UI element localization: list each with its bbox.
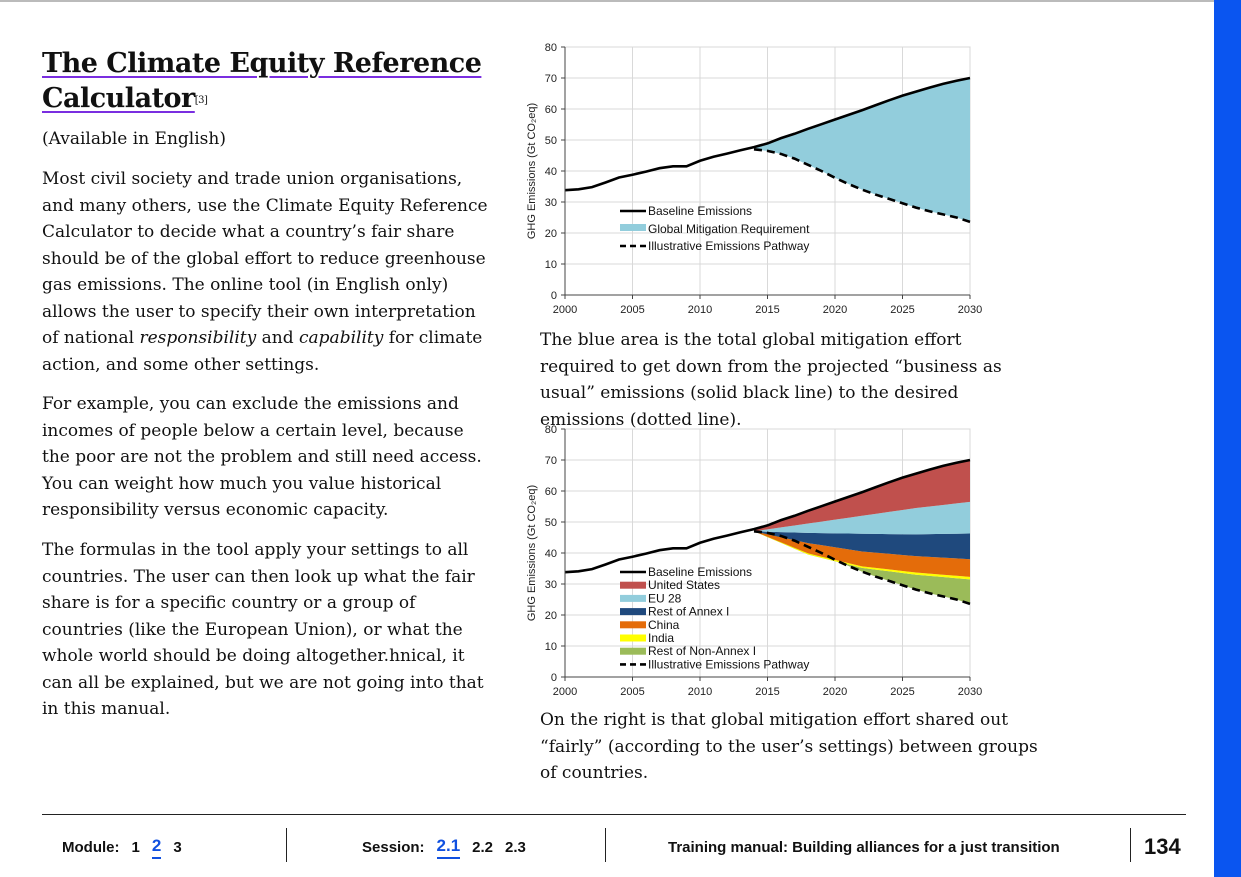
module-link-3[interactable]: 3 — [173, 838, 182, 856]
title-line1[interactable]: The Climate Equity Reference — [42, 48, 482, 79]
page-number: 134 — [1144, 834, 1181, 859]
legend-label: United States — [648, 578, 720, 592]
paragraph-intro: Most civil society and trade union organ… — [42, 166, 492, 378]
session-link-2-2[interactable]: 2.2 — [472, 838, 494, 856]
paragraph-example: For example, you can exclude the emissio… — [42, 394, 482, 520]
section-title: The Climate Equity Reference Calculator[… — [42, 46, 482, 116]
legend-swatch-rest-of-non-annex-i — [620, 647, 646, 655]
legend-label-pathway: Illustrative Emissions Pathway — [648, 239, 809, 253]
chart1-tick-label-x: 2005 — [620, 304, 644, 316]
chart2-tick-label-y: 50 — [545, 517, 557, 529]
chart2-tick-label-x: 2015 — [755, 686, 779, 698]
title-line2[interactable]: Calculator — [42, 83, 195, 114]
legend-swatch-united-states — [620, 581, 646, 589]
side-accent-bar — [1214, 0, 1241, 877]
p1-text-b: and — [256, 328, 300, 348]
legend-label-requirement: Global Mitigation Requirement — [648, 222, 810, 236]
legend-swatch-eu-28 — [620, 594, 646, 602]
chart2-y-axis-label: GHG Emissions (Gt CO₂eq) — [526, 485, 538, 621]
footer-separator — [605, 828, 606, 862]
chart1-tick-label-y: 50 — [545, 135, 557, 147]
session-link-2-3[interactable]: 2.3 — [505, 838, 526, 856]
footer-session-nav: Session: 2.1 2.2 2.3 — [362, 830, 526, 864]
chart1-tick-label-y: 10 — [545, 259, 557, 271]
chart2-baseline-line — [564, 458, 971, 574]
legend-label: Baseline Emissions — [648, 565, 752, 579]
chart2-band-eu-28 — [754, 501, 970, 535]
module-label: Module: — [62, 838, 120, 856]
chart1-tick-label-x: 2000 — [553, 304, 577, 316]
chart2-tick-label-y: 0 — [551, 672, 557, 684]
chart2-band-united-states — [754, 460, 970, 532]
legend-swatch-china — [620, 621, 646, 629]
chart1-caption: The blue area is the total global mitiga… — [540, 330, 1002, 430]
manual-title: Training manual: Building alliances for … — [668, 838, 1060, 856]
chart2-tick-label-x: 2020 — [823, 686, 847, 698]
p1-emphasis-responsibility: responsibility — [139, 328, 257, 348]
chart1-tick-label-y: 80 — [545, 42, 557, 54]
legend-swatch-india — [620, 634, 646, 642]
chart2-tick-label-y: 70 — [545, 455, 557, 467]
chart2-band-rest-of-annex-i — [754, 531, 970, 560]
reference-marker[interactable]: [3] — [194, 95, 208, 106]
chart1-y-axis-label: GHG Emissions (Gt CO₂eq) — [526, 103, 538, 239]
chart1-tick-label-x: 2010 — [688, 304, 712, 316]
session-label: Session: — [362, 838, 425, 856]
p1-text-a: Most civil society and trade union organ… — [42, 169, 488, 348]
legend-label: China — [648, 618, 680, 632]
legend-label-baseline: Baseline Emissions — [648, 204, 752, 218]
legend-label: Rest of Annex I — [648, 605, 729, 619]
chart2-tick-label-y: 30 — [545, 579, 557, 591]
footer-separator — [1130, 828, 1131, 862]
chart1-tick-label-x: 2020 — [823, 304, 847, 316]
footer-module-nav: Module: 1 2 3 — [62, 830, 182, 864]
chart2-tick-label-y: 60 — [545, 486, 557, 498]
legend-swatch-rest-of-annex-i — [620, 608, 646, 616]
chart2-tick-label-y: 80 — [545, 424, 557, 436]
chart1-tick-label-x: 2025 — [890, 304, 914, 316]
chart2-tick-label-y: 20 — [545, 610, 557, 622]
chart1-tick-label-x: 2015 — [755, 304, 779, 316]
legend-label: Rest of Non-Annex I — [648, 644, 756, 658]
chart2-tick-label-x: 2000 — [553, 686, 577, 698]
chart2-tick-label-x: 2010 — [688, 686, 712, 698]
chart1-tick-label-x: 2030 — [958, 304, 982, 316]
session-link-2-1-current[interactable]: 2.1 — [436, 836, 461, 859]
chart2-caption: On the right is that global mitigation e… — [540, 710, 1038, 783]
chart1-mitigation-area — [754, 78, 970, 222]
chart2-tick-label-x: 2005 — [620, 686, 644, 698]
chart1-baseline-line — [564, 76, 971, 192]
chart2-tick-label-y: 40 — [545, 548, 557, 560]
chart1-legend: Baseline Emissions Global Mitigation Req… — [620, 204, 810, 253]
chart1-tick-label-y: 30 — [545, 197, 557, 209]
chart1-tick-label-y: 0 — [551, 290, 557, 302]
chart2-band-china — [754, 531, 970, 577]
chart1-tick-label-y: 20 — [545, 228, 557, 240]
chart2-tick-label-x: 2030 — [958, 686, 982, 698]
chart2-bands — [754, 460, 970, 604]
p1-emphasis-capability: capability — [299, 328, 384, 348]
top-rule — [0, 0, 1214, 2]
footer-separator — [286, 828, 287, 862]
paragraph-formulas: The formulas in the tool apply your sett… — [42, 540, 484, 719]
chart1-tick-label-y: 60 — [545, 104, 557, 116]
module-link-1[interactable]: 1 — [131, 838, 140, 856]
chart2-tick-label-x: 2025 — [890, 686, 914, 698]
chart2-tick-label-y: 10 — [545, 641, 557, 653]
footer-rule — [42, 814, 1186, 815]
legend-label: Illustrative Emissions Pathway — [648, 657, 809, 671]
chart1-tick-label-y: 40 — [545, 166, 557, 178]
p1-text-c: for climate action, and some other setti… — [42, 328, 483, 375]
legend-label: EU 28 — [648, 591, 682, 605]
chart1-tick-label-y: 70 — [545, 73, 557, 85]
availability-note: (Available in English) — [42, 129, 226, 149]
legend-swatch-requirement — [620, 224, 646, 231]
legend-label: India — [648, 631, 674, 645]
module-link-2-current[interactable]: 2 — [151, 836, 162, 859]
